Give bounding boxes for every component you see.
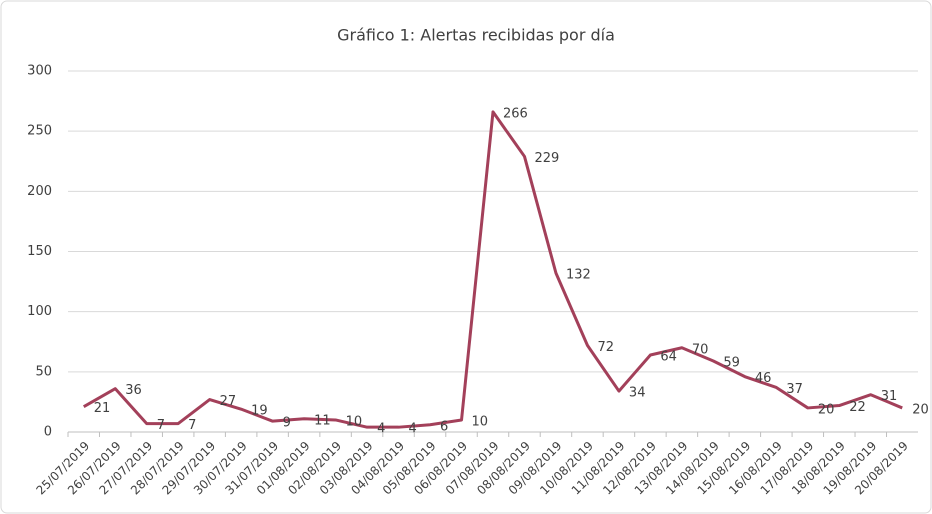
- y-tick-label: 200: [27, 184, 52, 199]
- data-label: 4: [377, 422, 385, 437]
- y-tick-label: 0: [44, 425, 52, 440]
- data-label: 64: [660, 349, 677, 364]
- data-label: 132: [566, 268, 591, 283]
- chart-title: Gráfico 1: Alertas recibidas por día: [337, 26, 615, 45]
- y-tick-label: 250: [27, 124, 52, 139]
- data-label: 27: [220, 394, 237, 409]
- data-label: 46: [755, 371, 772, 386]
- data-label: 229: [534, 151, 559, 166]
- data-label: 7: [188, 418, 196, 433]
- y-tick-label: 300: [27, 64, 52, 79]
- data-label: 34: [629, 386, 646, 401]
- data-label: 9: [283, 416, 291, 431]
- data-label: 266: [503, 106, 528, 121]
- data-label: 10: [472, 414, 489, 429]
- data-label: 6: [440, 419, 448, 434]
- data-line: [82, 110, 903, 429]
- data-label: 22: [849, 400, 866, 415]
- data-label: 72: [597, 340, 614, 355]
- data-label: 10: [346, 414, 363, 429]
- data-label: 20: [818, 402, 835, 417]
- y-tick-label: 150: [27, 244, 52, 259]
- data-label: 37: [786, 382, 803, 397]
- data-label: 21: [94, 401, 111, 416]
- data-label: 70: [692, 342, 709, 357]
- data-label: 11: [314, 413, 331, 428]
- data-label: 7: [157, 418, 165, 433]
- data-label: 4: [409, 422, 417, 437]
- y-tick-label: 100: [27, 304, 52, 319]
- data-label: 59: [723, 356, 740, 371]
- y-tick-label: 50: [35, 364, 52, 379]
- data-label: 36: [125, 383, 142, 398]
- data-label: 31: [881, 389, 898, 404]
- data-label: 19: [251, 404, 268, 419]
- data-label: 20: [912, 402, 929, 417]
